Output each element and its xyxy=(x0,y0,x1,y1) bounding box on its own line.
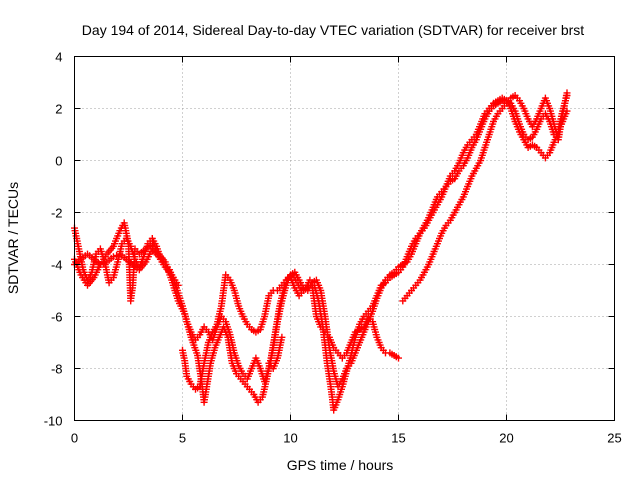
y-tick-label: -8 xyxy=(51,362,63,377)
data-point xyxy=(96,261,104,268)
x-axis-label: GPS time / hours xyxy=(287,457,394,473)
y-tick-label: 0 xyxy=(55,154,62,169)
y-axis-label: SDTVAR / TECUs xyxy=(5,182,21,294)
y-tick-label: -10 xyxy=(44,414,63,429)
y-tick-labels: -10 -8 -6 -4 -2 0 2 4 xyxy=(44,50,63,429)
x-tick-label: 15 xyxy=(391,431,405,446)
grid xyxy=(74,56,615,421)
y-tick-label: 4 xyxy=(55,50,62,65)
y-tick-label: -4 xyxy=(51,258,63,273)
x-tick-label: 25 xyxy=(607,431,621,446)
x-tick-label: 5 xyxy=(179,431,186,446)
y-tick-label: -2 xyxy=(51,206,63,221)
data-point xyxy=(174,281,182,289)
data-points xyxy=(71,89,571,414)
plot-frame xyxy=(74,56,615,421)
x-tick-labels: 0 5 10 15 20 25 xyxy=(71,431,622,446)
y-tick-label: -6 xyxy=(51,310,63,325)
data-point xyxy=(100,259,108,267)
data-point xyxy=(278,333,286,341)
x-tick-label: 20 xyxy=(499,431,513,446)
x-tick-label: 10 xyxy=(283,431,297,446)
data-point xyxy=(563,89,571,97)
y-tick-label: 2 xyxy=(55,102,62,117)
axis-ticks xyxy=(74,56,615,421)
data-point xyxy=(395,354,402,362)
chart-title: Day 194 of 2014, Sidereal Day-to-day VTE… xyxy=(82,22,584,38)
x-tick-label: 0 xyxy=(71,431,78,446)
data-point xyxy=(109,253,117,261)
